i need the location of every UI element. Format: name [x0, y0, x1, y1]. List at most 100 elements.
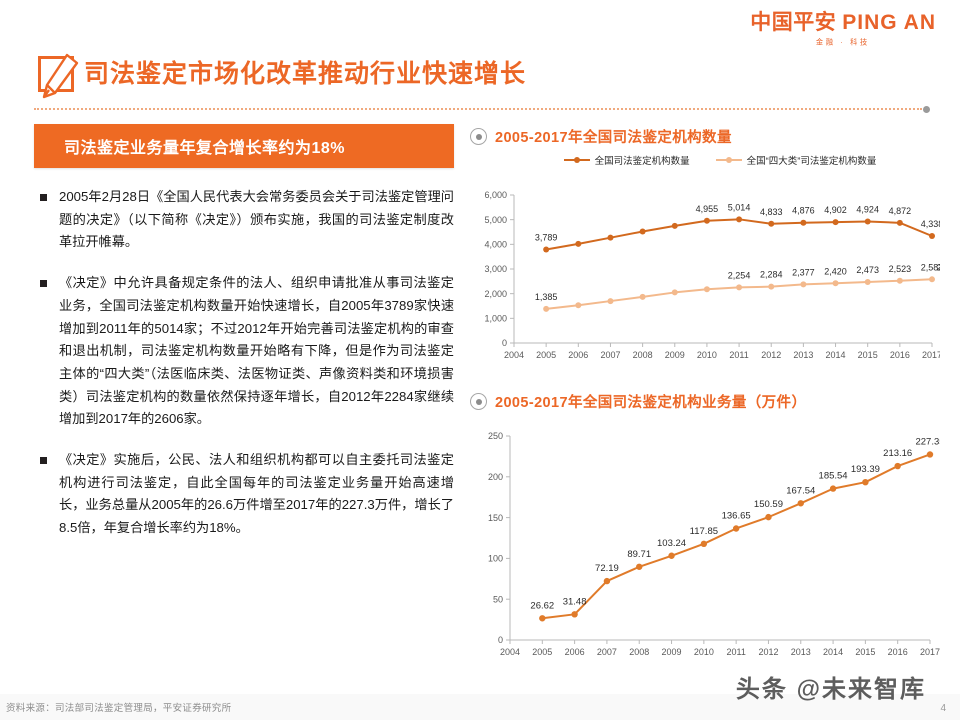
svg-text:0: 0: [498, 635, 503, 645]
pencil-edit-icon: [38, 53, 79, 99]
svg-text:2011: 2011: [726, 647, 745, 657]
svg-text:2006: 2006: [565, 647, 585, 657]
svg-text:2007: 2007: [600, 350, 620, 360]
svg-text:2017: 2017: [920, 647, 940, 657]
svg-text:5,000: 5,000: [484, 215, 507, 225]
svg-text:227.35: 227.35: [915, 436, 940, 447]
svg-text:2013: 2013: [793, 350, 813, 360]
svg-text:2012: 2012: [758, 647, 778, 657]
legend-label: 全国“四大类”司法鉴定机构数量: [746, 156, 877, 167]
logo-wordmark: 中国平安 PING AN: [750, 12, 936, 33]
svg-text:1,000: 1,000: [484, 314, 507, 324]
svg-text:2014: 2014: [826, 350, 846, 360]
svg-text:213.16: 213.16: [883, 448, 912, 459]
svg-text:150: 150: [488, 513, 503, 523]
svg-text:2,420: 2,420: [824, 266, 847, 276]
legend-label: 全国司法鉴定机构数量: [594, 156, 690, 167]
svg-text:2017: 2017: [922, 350, 940, 360]
logo-chinese: 中国平安: [750, 11, 837, 34]
svg-text:89.71: 89.71: [627, 549, 651, 560]
svg-text:5,014: 5,014: [728, 202, 751, 212]
svg-text:2010: 2010: [697, 350, 717, 360]
chart-institutions-header: 2005-2017年全国司法鉴定机构数量: [470, 126, 940, 147]
svg-text:2009: 2009: [665, 350, 685, 360]
svg-text:2,582: 2,582: [921, 262, 940, 272]
left-panel: 司法鉴定业务量年复合增长率约为18% 2005年2月28日《全国人民代表大会常务…: [34, 124, 454, 558]
page-number: 4: [940, 703, 946, 714]
svg-text:2005: 2005: [536, 350, 556, 360]
slide-header: 司法鉴定市场化改革推动行业快速增长: [38, 53, 527, 99]
svg-text:2015: 2015: [855, 647, 875, 657]
svg-text:4,833: 4,833: [760, 207, 783, 217]
svg-text:2,254: 2,254: [728, 270, 751, 280]
svg-text:2016: 2016: [888, 647, 908, 657]
svg-text:4,876: 4,876: [792, 206, 815, 216]
list-item: 《决定》中允许具备规定条件的法人、组织申请批准从事司法鉴定业务，全国司法鉴定机构…: [34, 272, 454, 431]
header-divider: [34, 106, 930, 113]
svg-text:2010: 2010: [694, 647, 714, 657]
svg-text:103.24: 103.24: [657, 538, 686, 549]
svg-text:200: 200: [488, 472, 503, 482]
svg-text:117.85: 117.85: [690, 526, 718, 537]
legend-item: 全国司法鉴定机构数量: [563, 153, 690, 167]
svg-text:150.59: 150.59: [754, 499, 783, 510]
svg-text:4,902: 4,902: [824, 205, 847, 215]
legend-item: 全国“四大类”司法鉴定机构数量: [715, 153, 877, 167]
svg-text:4,872: 4,872: [889, 206, 912, 216]
svg-text:2009: 2009: [662, 647, 682, 657]
svg-text:2005: 2005: [532, 647, 552, 657]
svg-text:2,523: 2,523: [889, 264, 912, 274]
chart-caseload-plot: 0 50 100 150 200 250 2004 2005 2006 2007 2008 2009 2…: [470, 418, 940, 666]
list-item: 《决定》实施后，公民、法人和组织机构都可以自主委托司法鉴定机构进行司法鉴定，自此…: [34, 449, 454, 540]
svg-text:50: 50: [493, 594, 503, 604]
svg-text:4,338: 4,338: [921, 219, 940, 229]
chart-institutions-plot: 0 1,000 2,000 3,000 4,000 5,000 6,000 2004 2005 2…: [470, 169, 940, 369]
svg-text:26.62: 26.62: [530, 600, 554, 611]
list-item: 2005年2月28日《全国人民代表大会常务委员会关于司法鉴定管理问题的决定》（以…: [34, 186, 454, 254]
svg-text:2,377: 2,377: [792, 267, 815, 277]
chart-caseload-header: 2005-2017年全国司法鉴定机构业务量（万件）: [470, 391, 940, 412]
svg-text:31.48: 31.48: [563, 596, 587, 607]
square-bullet-icon: [40, 457, 47, 465]
chart-institutions-title: 2005-2017年全国司法鉴定机构数量: [495, 130, 732, 146]
svg-text:100: 100: [488, 554, 503, 564]
svg-text:4,955: 4,955: [696, 204, 719, 214]
bullet-list: 2005年2月28日《全国人民代表大会常务委员会关于司法鉴定管理问题的决定》（以…: [34, 186, 454, 540]
svg-text:4,924: 4,924: [856, 205, 879, 215]
svg-text:2008: 2008: [633, 350, 653, 360]
chart-caseload-title: 2005-2017年全国司法鉴定机构业务量（万件）: [495, 395, 807, 411]
svg-text:3,000: 3,000: [484, 264, 507, 274]
svg-text:2016: 2016: [890, 350, 910, 360]
svg-text:2012: 2012: [761, 350, 781, 360]
svg-text:2007: 2007: [597, 647, 617, 657]
svg-text:2014: 2014: [823, 647, 843, 657]
svg-text:2,473: 2,473: [856, 265, 879, 275]
bullet-ring-icon: [470, 393, 487, 410]
svg-text:2011: 2011: [729, 350, 748, 360]
svg-text:2008: 2008: [629, 647, 649, 657]
svg-text:193.39: 193.39: [851, 464, 880, 475]
svg-text:2004: 2004: [504, 350, 524, 360]
svg-text:2015: 2015: [858, 350, 878, 360]
footer-band: [0, 694, 960, 720]
svg-text:2013: 2013: [791, 647, 811, 657]
logo-tagline: 金融 · 科技: [816, 38, 871, 47]
svg-text:2,606: 2,606: [937, 262, 940, 272]
svg-text:167.54: 167.54: [786, 485, 815, 496]
bullet-paragraph: 2005年2月28日《全国人民代表大会常务委员会关于司法鉴定管理问题的决定》（以…: [59, 189, 454, 250]
svg-text:1,385: 1,385: [535, 292, 558, 302]
logo-english: PING AN: [842, 11, 936, 34]
source-note: 资料来源：司法部司法鉴定管理局，平安证券研究所: [6, 703, 232, 714]
svg-text:250: 250: [488, 431, 503, 441]
chart-institutions-legend: 全国司法鉴定机构数量 全国“四大类”司法鉴定机构数量: [500, 153, 940, 167]
bullet-paragraph: 《决定》实施后，公民、法人和组织机构都可以自主委托司法鉴定机构进行司法鉴定，自此…: [59, 452, 454, 536]
page-title: 司法鉴定市场化改革推动行业快速增长: [84, 59, 527, 88]
square-bullet-icon: [40, 194, 47, 201]
pingan-logo: 中国平安 PING AN 金融 · 科技: [750, 12, 936, 48]
svg-text:0: 0: [502, 338, 507, 348]
right-column: 2005-2017年全国司法鉴定机构数量 全国司法鉴定机构数量 全国“四大类”司…: [470, 126, 940, 666]
svg-text:136.65: 136.65: [722, 510, 751, 521]
watermark: 头条 @未来智库: [735, 676, 926, 703]
square-bullet-icon: [40, 280, 47, 288]
